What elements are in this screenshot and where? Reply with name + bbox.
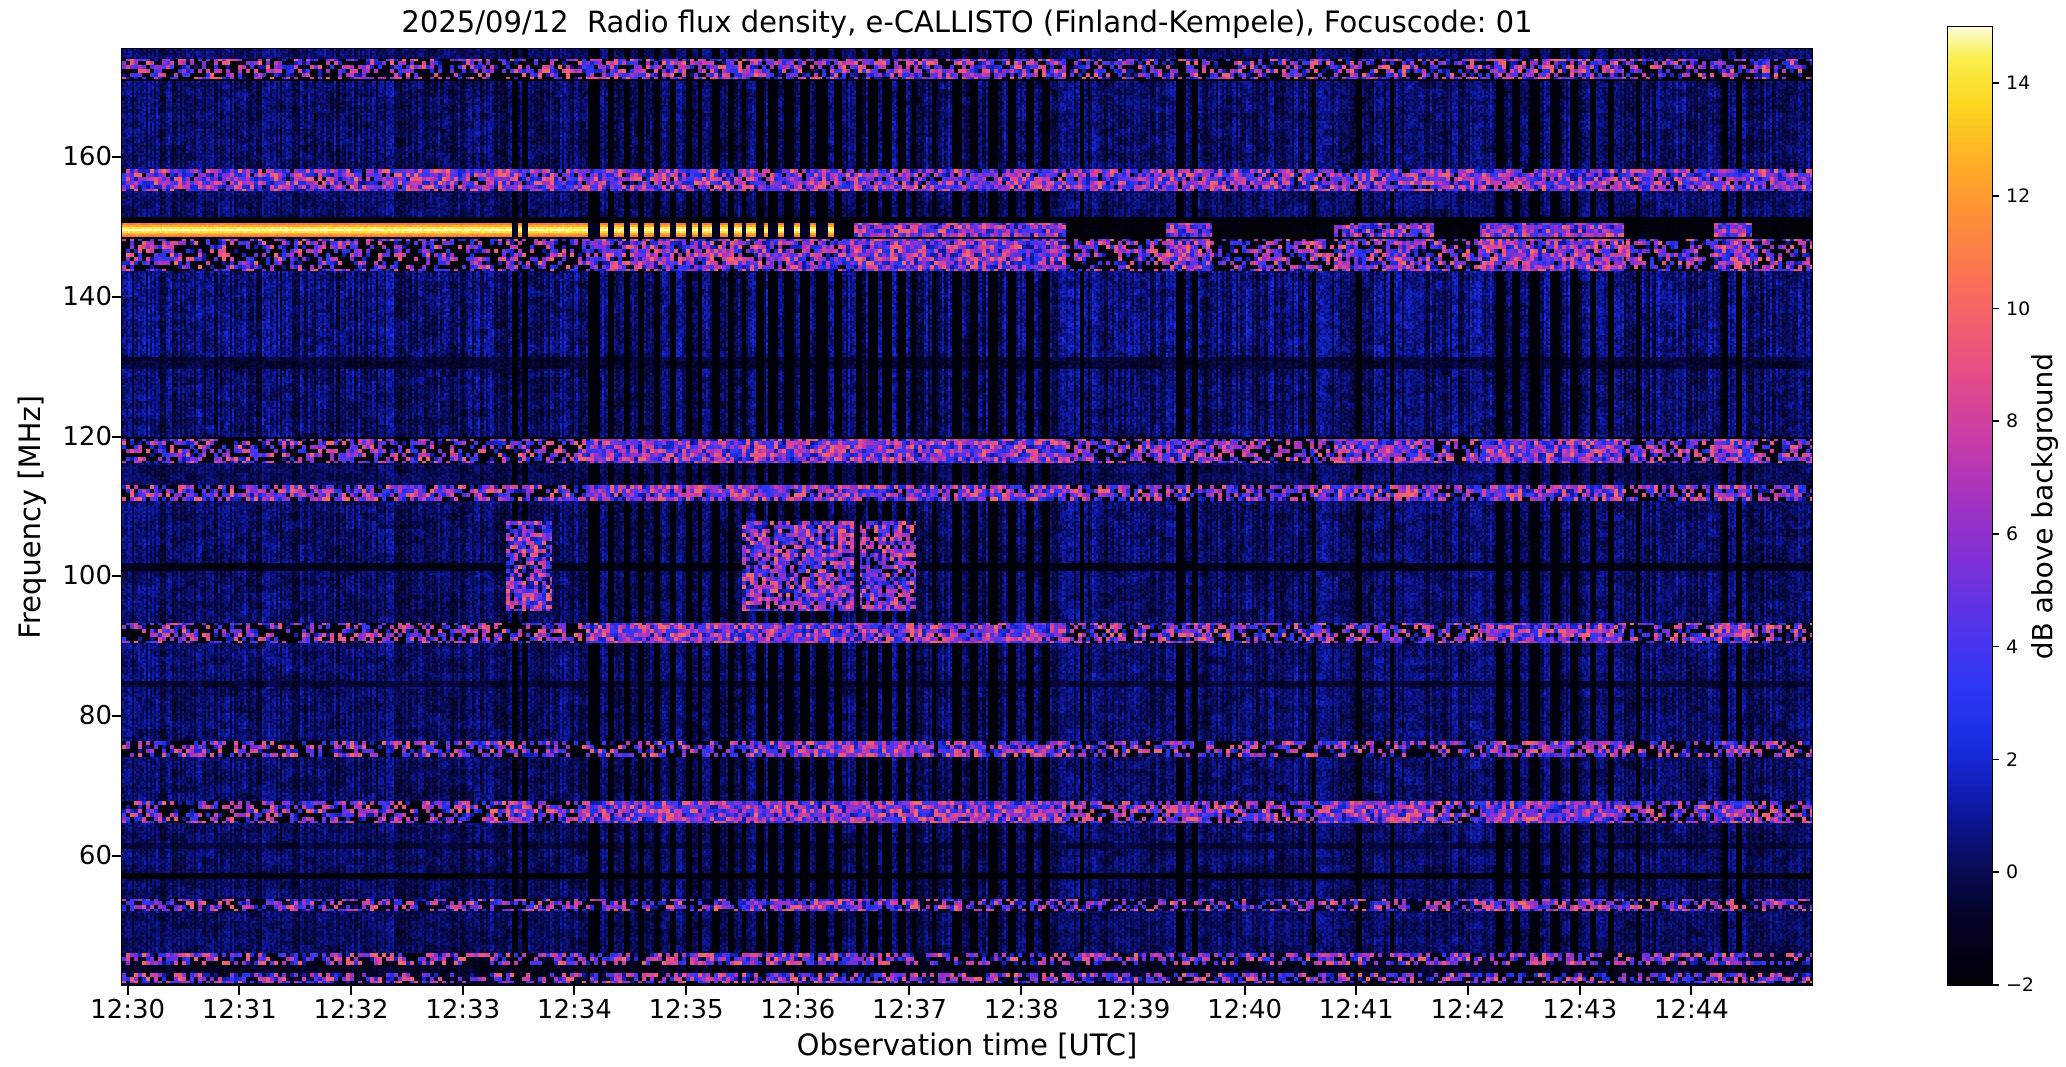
colorbar-tick-label: 10 [2006,297,2031,320]
colorbar-tick-label: 0 [2006,861,2019,884]
y-tick-label: 160 [62,142,112,173]
y-tick-label: 60 [78,840,112,871]
plot-area [121,48,1813,986]
x-tick-mark [796,986,799,995]
colorbar-tick-mark [1992,533,1999,535]
x-tick-label: 12:34 [536,995,612,1025]
x-tick-label: 12:37 [872,995,947,1025]
colorbar-label: dB above background [2025,352,2059,660]
x-tick-label: 12:30 [90,995,166,1025]
x-tick-mark [573,986,576,995]
x-tick-label: 12:42 [1430,995,1506,1025]
y-tick-label: 100 [62,561,112,592]
x-tick-mark [1020,986,1023,995]
y-tick-mark [112,715,121,718]
colorbar-tick-mark [1992,82,1999,84]
colorbar-tick-mark [1992,420,1999,423]
y-tick-mark [112,575,121,578]
x-tick-label: 12:40 [1207,995,1283,1025]
x-tick-mark [1131,986,1134,995]
colorbar [1947,26,1993,986]
x-tick-label: 12:44 [1653,995,1729,1025]
colorbar-tick-label: 8 [2006,410,2019,433]
x-tick-label: 12:43 [1542,995,1618,1025]
y-tick-label: 140 [62,281,112,312]
x-tick-mark [1578,986,1581,995]
x-tick-label: 12:33 [425,995,501,1025]
x-tick-label: 12:36 [760,995,836,1025]
x-tick-label: 12:41 [1318,995,1394,1025]
x-tick-label: 12:35 [648,995,724,1025]
y-tick-mark [112,156,121,159]
x-tick-mark [126,986,129,995]
x-tick-mark [461,986,464,995]
colorbar-tick-label: −2 [2006,974,2035,996]
y-tick-mark [112,435,121,438]
colorbar-tick-label: 12 [2006,185,2031,208]
x-tick-label: 12:38 [983,995,1059,1025]
x-tick-mark [1466,986,1469,995]
colorbar-tick-label: 14 [2006,72,2031,95]
colorbar-tick-label: 2 [2006,748,2019,771]
colorbar-tick-mark [1992,645,1999,648]
x-tick-mark [685,986,688,995]
spectrogram-image [122,49,1812,985]
y-tick-mark [112,854,121,857]
y-axis-label-container: Frequency [MHz] [10,49,50,985]
colorbar-tick-mark [1992,984,1999,986]
x-tick-mark [1243,986,1246,995]
y-tick-mark [112,295,121,298]
x-tick-label: 12:31 [201,995,277,1025]
x-tick-mark [908,986,911,995]
y-axis-label: Frequency [MHz] [13,395,47,639]
y-tick-label: 120 [62,421,112,452]
colorbar-gradient [1948,27,1992,985]
chart-title: 2025/09/12 Radio flux density, e-CALLIST… [401,5,1533,39]
x-tick-mark [1690,986,1693,995]
colorbar-tick-label: 6 [2006,523,2019,546]
x-tick-mark [349,986,352,995]
colorbar-tick-label: 4 [2006,635,2019,658]
colorbar-tick-mark [1992,871,1999,873]
x-tick-label: 12:39 [1095,995,1171,1025]
x-tick-label: 12:32 [313,995,389,1025]
x-axis-label: Observation time [UTC] [796,1028,1138,1062]
x-tick-mark [1355,986,1358,995]
colorbar-tick-mark [1992,307,1999,310]
colorbar-tick-mark [1992,195,1999,197]
colorbar-label-container: dB above background [2022,27,2062,985]
y-tick-label: 80 [78,701,112,732]
colorbar-tick-mark [1992,758,1999,761]
x-tick-mark [238,986,241,995]
